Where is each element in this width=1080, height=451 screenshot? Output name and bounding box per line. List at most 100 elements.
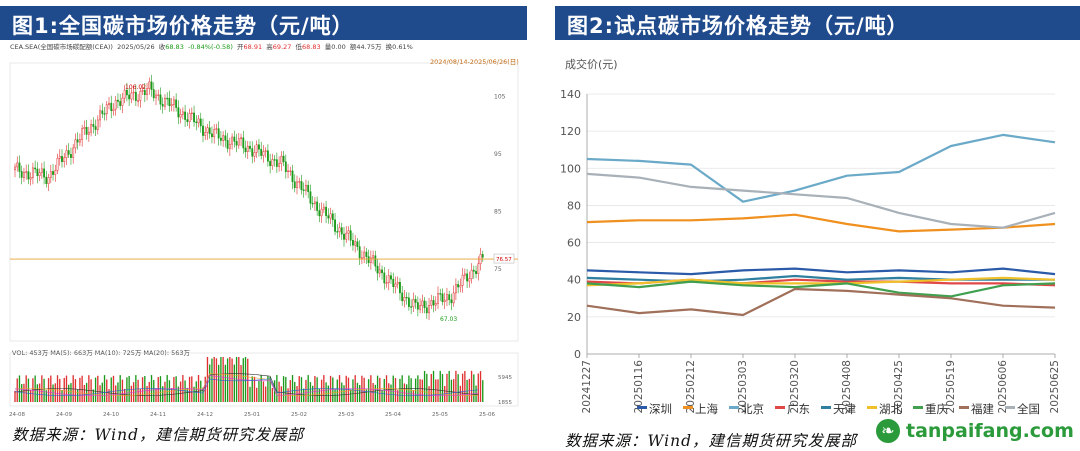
volume-bar — [256, 387, 258, 402]
candle-body — [85, 127, 88, 135]
volume-bar — [316, 377, 318, 402]
candle-body — [188, 113, 191, 122]
x-tick-label: 20250320 — [789, 360, 801, 413]
volume-bar — [72, 375, 74, 402]
y-tick-label: 140 — [560, 88, 581, 101]
volume-bar — [264, 386, 267, 402]
volume-bar — [419, 379, 421, 402]
pilot-line-chart: 成交价(元) 0 20 40 60 80 100 120 140 20241227 20250116… — [560, 57, 1061, 416]
candle-body — [282, 155, 285, 163]
x-tick-label: 20241227 — [581, 360, 593, 413]
volume-bar — [16, 378, 18, 402]
candle-body — [164, 97, 166, 107]
open-label: 开 — [237, 43, 244, 51]
candle-body — [119, 101, 122, 106]
volume-bar — [381, 389, 383, 402]
candle-body — [112, 108, 115, 112]
candle-body — [40, 168, 43, 173]
volume-bar — [365, 389, 368, 402]
volume-bar — [262, 381, 265, 402]
volume-bar — [269, 376, 271, 402]
candle-body — [231, 136, 234, 145]
candle-body — [347, 230, 350, 234]
volume-bar — [468, 378, 471, 402]
candle-body — [181, 111, 184, 115]
legend-swatch — [775, 406, 785, 409]
candle-body — [20, 171, 23, 178]
volume-bar — [110, 377, 112, 402]
x-tick-label: 25-01 — [244, 412, 260, 418]
candle-body — [293, 181, 296, 188]
volume-bar — [76, 389, 79, 402]
candle-body — [70, 154, 72, 158]
candle-body — [477, 263, 480, 274]
series-line-北京 — [586, 133, 1056, 203]
volume-bar — [461, 373, 464, 402]
candle-body — [378, 269, 381, 274]
candle-body — [345, 232, 348, 240]
right-source-note: 数据来源：Wind，建信期货研究发展部 — [565, 432, 858, 450]
watermark-text: tanpaifang.com — [906, 420, 1074, 442]
volume-bar — [446, 373, 448, 402]
volume-bar — [117, 382, 119, 402]
x-tick-label: 24-10 — [103, 412, 119, 418]
candle-body — [148, 81, 151, 89]
candle-body — [90, 124, 93, 133]
candle-body — [454, 284, 457, 294]
legend-label: 北京 — [741, 402, 764, 416]
volume-bar — [363, 377, 365, 402]
candle-body — [470, 269, 473, 279]
candle-body — [27, 171, 30, 180]
candle-body — [137, 100, 140, 102]
candle-body — [228, 143, 231, 149]
volume-bar — [482, 380, 484, 402]
candle-body — [416, 302, 419, 310]
candle-body — [43, 168, 46, 178]
volume-bar — [325, 382, 327, 402]
left-chart-title: 图1:全国碳市场价格走势（元/吨） — [12, 14, 354, 38]
volume-bar — [394, 378, 397, 402]
volume-bar — [200, 380, 202, 402]
candle-body — [273, 159, 276, 161]
volume-bar — [341, 382, 343, 402]
y-tick-label: 0 — [574, 348, 581, 361]
price-frame — [9, 62, 519, 342]
volume-bar — [437, 379, 439, 402]
volume-bar — [112, 375, 115, 402]
candle-body — [432, 300, 435, 306]
volume-bar — [99, 385, 101, 402]
series-line-深圳 — [586, 267, 1056, 276]
candle-body — [437, 293, 439, 304]
candle-body — [399, 281, 401, 294]
candle-body — [363, 251, 366, 259]
legend-label: 全国 — [1017, 402, 1040, 416]
candle-body — [14, 166, 16, 171]
volume-bar — [177, 386, 180, 402]
candle-body — [383, 272, 386, 284]
volume-bar — [135, 375, 137, 402]
x-tick-label: 20250425 — [893, 360, 905, 413]
volume-bar — [291, 375, 294, 402]
candle-body — [291, 170, 294, 182]
volume-bar — [249, 386, 251, 402]
low-value: 68.83 — [302, 43, 321, 51]
watermark: ❧ tanpaifang.com — [870, 417, 1080, 447]
candle-body — [177, 107, 180, 118]
y-axis-label: 成交价(元) — [565, 57, 618, 71]
candle-body — [47, 177, 50, 184]
volume-frame — [9, 352, 519, 407]
volume-bar — [432, 370, 435, 402]
volume-bar — [350, 389, 352, 402]
candle-body — [117, 99, 119, 102]
y-tick-label: 95 — [494, 151, 502, 158]
candle-body — [410, 306, 413, 308]
candle-body — [58, 156, 61, 159]
last-price-tag — [493, 253, 515, 264]
candle-body — [320, 208, 323, 217]
legend-swatch — [637, 406, 647, 409]
candle-body — [356, 241, 359, 247]
candle-body — [96, 119, 99, 130]
volume-bar — [141, 377, 144, 402]
volume-ma-line — [14, 378, 479, 397]
candle-body — [269, 160, 272, 167]
